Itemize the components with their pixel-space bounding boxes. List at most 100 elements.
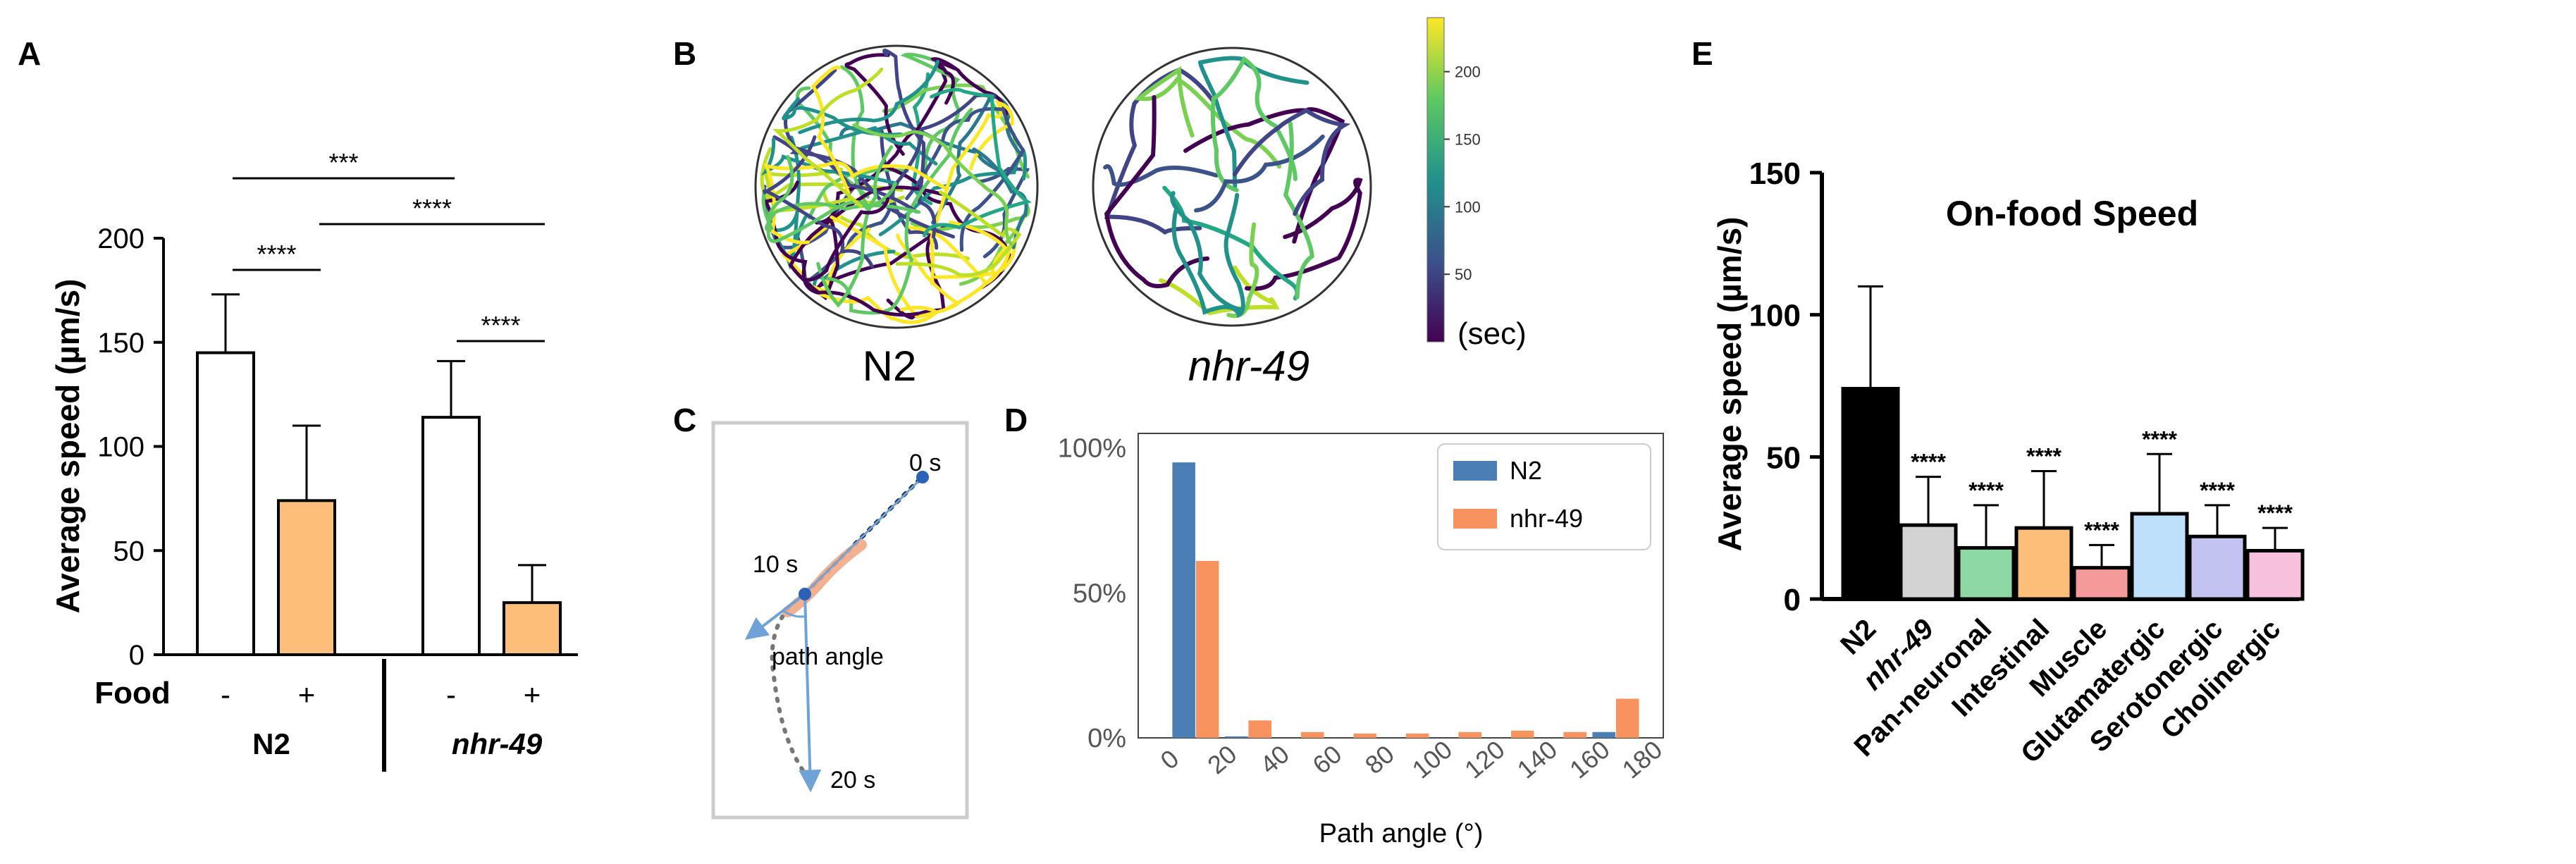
b-label-nhr49: nhr-49 <box>1188 342 1309 390</box>
track <box>1171 192 1245 318</box>
c-arrow-next <box>799 593 822 793</box>
e-sig-label: **** <box>2026 444 2062 469</box>
e-bar <box>1956 545 2016 601</box>
track <box>1170 191 1245 312</box>
d-y-tick-label: 50% <box>1073 579 1126 608</box>
arena-n2 <box>754 44 1039 329</box>
d-bar-n2 <box>1224 736 1248 738</box>
e-sig-label: **** <box>2257 500 2293 526</box>
a-group-label-nhr49: nhr-49 <box>452 727 543 760</box>
d-bar-nhr49 <box>1615 698 1639 738</box>
panel-b-tracks: N2 nhr-49 50 100 150 200 (sec) <box>754 17 1527 390</box>
c-frame <box>711 421 969 820</box>
colorbar <box>1426 17 1445 342</box>
d-legend: N2 nhr-49 <box>1437 443 1651 550</box>
panel-c-path: 0 s 10 s 20 s path angle <box>711 421 969 820</box>
track <box>825 107 973 315</box>
c-trail-dots-back <box>770 592 813 783</box>
d-x-tick-label: 80 <box>1360 739 1400 779</box>
d-bar-nhr49 <box>1353 733 1376 738</box>
track <box>818 292 939 324</box>
c-label-10s: 10 s <box>753 551 798 578</box>
c-mid-dot <box>799 588 811 600</box>
d-x-label: Path angle (°) <box>1319 819 1484 848</box>
e-sig-label: **** <box>2200 478 2235 503</box>
d-legend-box <box>1437 443 1651 550</box>
track <box>1104 94 1210 288</box>
a-sig-label: *** <box>328 148 358 177</box>
d-bar-nhr49 <box>1300 732 1324 738</box>
e-y-tick-label: 0 <box>1784 583 1801 617</box>
track <box>766 154 897 243</box>
track <box>763 135 874 269</box>
a-bar <box>503 601 562 656</box>
c-label-path-angle: path angle <box>772 643 884 670</box>
track <box>798 197 890 282</box>
a-y-label: Average speed (µm/s) <box>49 279 86 614</box>
track <box>1245 178 1363 291</box>
panel-label-b: B <box>673 35 696 72</box>
a-sig-label: **** <box>481 311 520 340</box>
panel-a-chart: Average speed (µm/s) Food N2 nhr-49 0 50 1… <box>49 148 578 772</box>
track <box>931 92 1023 225</box>
e-bar <box>1841 387 1900 601</box>
e-sig-label: **** <box>2084 517 2119 543</box>
track <box>1194 134 1325 213</box>
a-bar <box>277 499 336 657</box>
e-bar <box>2245 548 2305 601</box>
c-worm-body <box>782 539 867 617</box>
e-y-tick-label: 100 <box>1749 299 1801 333</box>
tracks-n2 <box>760 49 1032 324</box>
c-angle-arc <box>782 609 808 618</box>
c-heading-line <box>801 475 925 598</box>
colorbar-tick-label: 150 <box>1455 131 1481 149</box>
d-x-tick-label: 180 <box>1617 735 1668 784</box>
d-x-tick-label: 20 <box>1202 739 1242 779</box>
a-y-tick-label: 200 <box>97 223 144 254</box>
e-bar <box>2130 512 2189 601</box>
track <box>782 97 903 137</box>
a-y-tick-label: 150 <box>97 328 144 359</box>
e-y-label: Average speed (µm/s) <box>1711 217 1748 552</box>
track <box>1134 66 1282 169</box>
track <box>763 180 920 317</box>
c-label-20s: 20 s <box>830 767 875 794</box>
track <box>1283 121 1314 300</box>
d-legend-swatch-n2 <box>1453 461 1497 481</box>
colorbar-tick-label: 200 <box>1455 63 1481 81</box>
d-legend-nhr49: nhr-49 <box>1510 504 1583 533</box>
track <box>772 67 884 209</box>
panel-label-a: A <box>18 35 41 72</box>
a-sig-label: **** <box>412 194 452 223</box>
panel-e-chart: On-food Speed Average speed (µm/s) 0 50 10… <box>1711 156 2305 770</box>
a-y-tick-label: 0 <box>129 640 144 671</box>
track <box>1159 265 1280 316</box>
track <box>844 53 905 156</box>
a-sig-label: **** <box>257 240 296 269</box>
b-label-n2: N2 <box>863 342 917 390</box>
e-sig-label: **** <box>2142 426 2177 452</box>
e-sig-label: **** <box>1911 450 1946 475</box>
panel-label-c: C <box>673 402 696 438</box>
e-bar <box>2014 526 2073 601</box>
a-food-tick: - <box>446 678 456 711</box>
d-x-tick-label: 100 <box>1407 735 1458 784</box>
track <box>798 59 940 135</box>
e-y-tick-label: 150 <box>1749 156 1801 191</box>
e-bar <box>2072 566 2131 601</box>
d-x-tick-label: 60 <box>1307 739 1347 779</box>
track <box>905 107 1025 252</box>
d-bar-nhr49 <box>1405 733 1429 738</box>
track <box>1232 108 1351 216</box>
a-bar <box>196 351 255 656</box>
a-y-tick-label: 50 <box>113 536 145 567</box>
colorbar-unit: (sec) <box>1458 316 1527 351</box>
d-bar-nhr49 <box>1248 720 1271 738</box>
d-x-tick-label: 40 <box>1255 739 1295 779</box>
a-food-tick: + <box>298 678 316 711</box>
track <box>972 147 1028 249</box>
d-x-tick-label: 160 <box>1564 735 1615 784</box>
c-arrow-prev <box>744 593 806 640</box>
d-legend-n2: N2 <box>1510 456 1542 485</box>
